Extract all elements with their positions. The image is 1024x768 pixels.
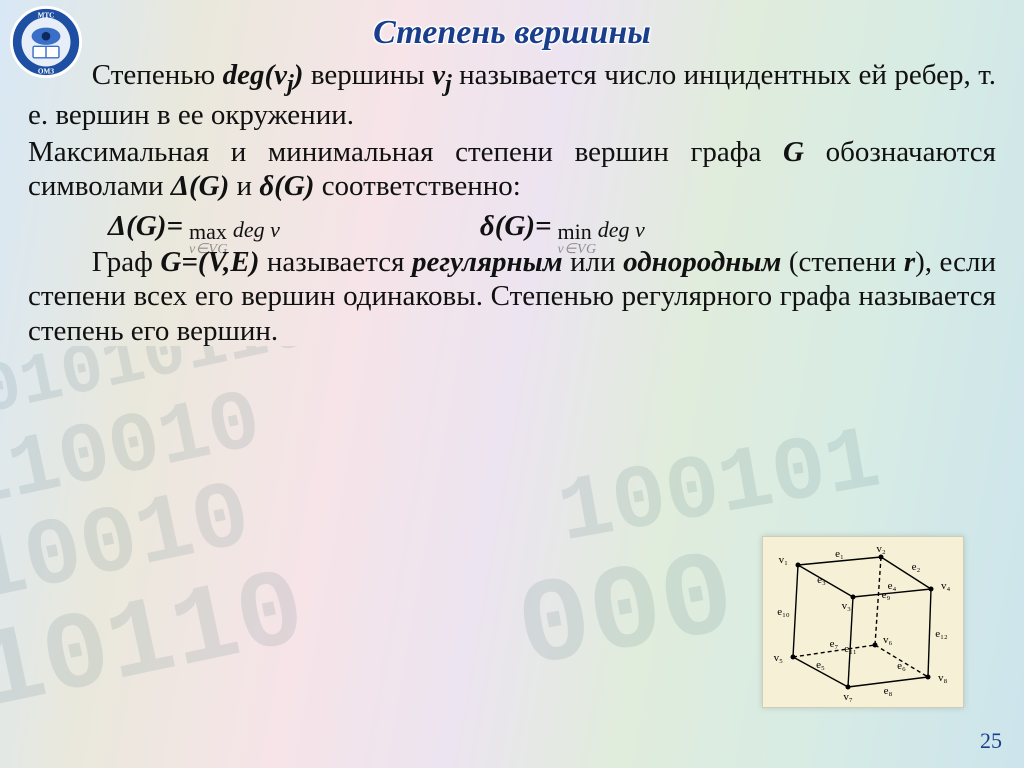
svg-text:e₉: e₉ [882, 589, 891, 601]
formula-op: min v∈VG [558, 221, 592, 243]
svg-text:v₃: v₃ [842, 600, 852, 612]
subscript: j [287, 70, 294, 97]
svg-text:e₅: e₅ [816, 659, 825, 671]
term-delta-big: Δ(G) [171, 170, 229, 202]
content-area: Степенью deg(vj) вершины vj называется ч… [28, 58, 996, 350]
paragraph-1: Степенью deg(vj) вершины vj называется ч… [28, 58, 996, 133]
formula-lhs: δ(G)= [480, 209, 552, 243]
svg-text:v₇: v₇ [843, 691, 853, 703]
svg-text:e₃: e₃ [817, 574, 826, 586]
page-number: 25 [980, 728, 1002, 754]
svg-text:e₇: e₇ [830, 638, 839, 650]
text: Степенью [92, 59, 223, 91]
subscript: v∈VG [189, 243, 228, 257]
text: называется [259, 246, 412, 278]
formula-arg: deg v [598, 217, 645, 243]
term-deg: deg(vj) [223, 59, 304, 91]
term-regular: регулярным [412, 246, 563, 278]
svg-text:e₁₀: e₁₀ [777, 606, 790, 618]
term-r: r [904, 246, 915, 278]
svg-text:v₁: v₁ [779, 554, 789, 566]
paragraph-2: Максимальная и минимальная степени верши… [28, 135, 996, 203]
paragraph-3: Граф G=(V,E) называется регулярным или о… [28, 245, 996, 348]
term-delta-small: δ(G) [259, 170, 314, 202]
text: вершины [303, 59, 432, 91]
term-homogeneous: однородным [623, 246, 781, 278]
slide-title: Степень вершины [0, 14, 1024, 52]
formula-min: δ(G)= min v∈VG deg v [480, 209, 645, 243]
formula-op: max v∈VG [189, 221, 227, 243]
text: Максимальная и минимальная степени верши… [28, 136, 783, 168]
svg-text:v₅: v₅ [774, 652, 784, 664]
text: соответственно: [314, 170, 520, 202]
text: deg(v [223, 59, 287, 91]
svg-text:v₆: v₆ [883, 634, 893, 646]
term-G: G [783, 136, 804, 168]
svg-text:e₁₂: e₁₂ [935, 628, 948, 640]
svg-text:v₂: v₂ [876, 543, 886, 555]
formula-row: Δ(G)= max v∈VG deg v δ(G)= min v∈VG deg … [108, 209, 996, 243]
svg-text:v₈: v₈ [938, 672, 948, 684]
formula-max: Δ(G)= max v∈VG deg v [108, 209, 280, 243]
subscript: v∈VG [558, 243, 597, 257]
subscript: j [445, 70, 452, 97]
svg-text:e₁: e₁ [835, 548, 844, 560]
cube-diagram: e₁e₂e₃e₄e₅e₆e₇e₈e₉e₁₀e₁₁e₁₂v₁v₂v₃v₄v₅v₆v… [762, 536, 964, 708]
text: (степени [781, 246, 904, 278]
formula-lhs: Δ(G)= [108, 209, 183, 243]
svg-text:e₆: e₆ [897, 660, 906, 672]
svg-text:e₈: e₈ [884, 685, 893, 697]
text: ) [294, 59, 304, 91]
text: Граф [92, 246, 161, 278]
svg-text:e₂: e₂ [912, 561, 921, 573]
text: min [558, 219, 592, 244]
text: и [229, 170, 259, 202]
svg-text:v₄: v₄ [941, 580, 951, 592]
text: v [432, 59, 445, 91]
formula-arg: deg v [233, 217, 280, 243]
svg-text:e₁₁: e₁₁ [844, 643, 857, 655]
term-vj: vj [432, 59, 452, 91]
text: max [189, 219, 227, 244]
slide: 010101101100101001010110000100101 МТС ОМ… [0, 0, 1024, 768]
